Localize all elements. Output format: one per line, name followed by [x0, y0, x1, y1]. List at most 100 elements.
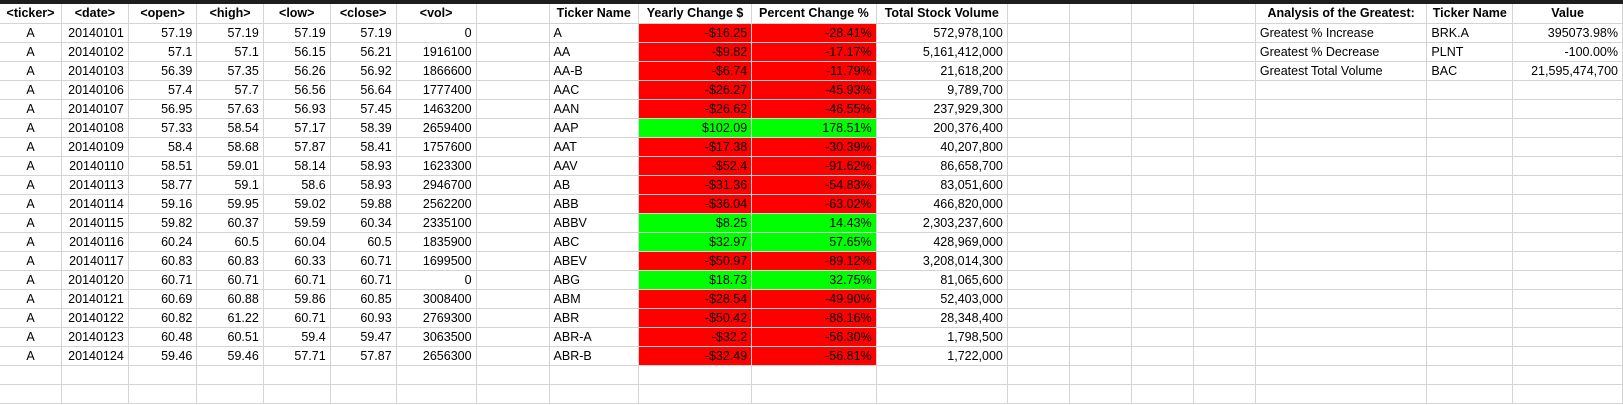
- empty-cell[interactable]: [1193, 118, 1256, 138]
- empty-cell[interactable]: [476, 23, 550, 43]
- raw-data-cell[interactable]: 59.82: [128, 213, 198, 233]
- empty-cell[interactable]: [1193, 80, 1256, 100]
- empty-cell[interactable]: [1131, 251, 1194, 271]
- raw-data-cell[interactable]: 60.04: [263, 232, 331, 252]
- empty-cell[interactable]: [1007, 232, 1070, 252]
- raw-data-cell[interactable]: 57.19: [196, 23, 264, 43]
- empty-cell[interactable]: [476, 61, 550, 81]
- summary-ticker-cell[interactable]: ABG: [549, 270, 639, 290]
- empty-cell[interactable]: [1007, 137, 1070, 157]
- raw-data-cell[interactable]: 57.87: [263, 137, 331, 157]
- empty-cell[interactable]: [1255, 118, 1428, 138]
- raw-header-cell[interactable]: <ticker>: [0, 4, 63, 24]
- empty-cell[interactable]: [1512, 346, 1623, 366]
- summary-ticker-cell[interactable]: AB: [549, 175, 639, 195]
- empty-cell[interactable]: [1512, 365, 1623, 385]
- raw-data-cell[interactable]: 56.56: [263, 80, 331, 100]
- raw-data-cell[interactable]: 60.71: [128, 270, 198, 290]
- empty-cell[interactable]: [1193, 61, 1256, 81]
- empty-cell[interactable]: [1255, 156, 1428, 176]
- empty-cell[interactable]: [1131, 213, 1194, 233]
- empty-cell[interactable]: [1193, 232, 1256, 252]
- raw-data-cell[interactable]: A: [0, 118, 63, 138]
- raw-data-cell[interactable]: 59.46: [128, 346, 198, 366]
- raw-data-cell[interactable]: 56.95: [128, 99, 198, 119]
- empty-cell[interactable]: [1069, 327, 1132, 347]
- summary-volume-cell[interactable]: 40,207,800: [876, 137, 1008, 157]
- raw-data-cell[interactable]: 59.16: [128, 194, 198, 214]
- summary-volume-cell[interactable]: 466,820,000: [876, 194, 1008, 214]
- empty-cell[interactable]: [876, 365, 1008, 385]
- raw-data-cell[interactable]: 60.51: [196, 327, 264, 347]
- empty-cell[interactable]: [1069, 175, 1132, 195]
- raw-data-cell[interactable]: A: [0, 232, 63, 252]
- raw-data-cell[interactable]: 58.39: [330, 118, 397, 138]
- empty-cell[interactable]: [1193, 365, 1256, 385]
- summary-change-cell[interactable]: -$26.62: [638, 99, 753, 119]
- raw-data-cell[interactable]: 58.93: [330, 156, 397, 176]
- summary-volume-cell[interactable]: 52,403,000: [876, 289, 1008, 309]
- raw-data-cell[interactable]: 59.59: [263, 213, 331, 233]
- raw-data-cell[interactable]: 60.83: [128, 251, 198, 271]
- empty-cell[interactable]: [1069, 289, 1132, 309]
- empty-cell[interactable]: [1255, 80, 1428, 100]
- empty-cell[interactable]: [196, 384, 264, 404]
- raw-data-cell[interactable]: 20140115: [61, 213, 129, 233]
- empty-cell[interactable]: [1007, 213, 1070, 233]
- raw-data-cell[interactable]: 57.1: [128, 42, 198, 62]
- raw-data-cell[interactable]: 1777400: [396, 80, 477, 100]
- summary-change-cell[interactable]: -$52.4: [638, 156, 753, 176]
- summary-header-cell[interactable]: Yearly Change $: [638, 4, 753, 24]
- summary-volume-cell[interactable]: 9,789,700: [876, 80, 1008, 100]
- summary-volume-cell[interactable]: 2,303,237,600: [876, 213, 1008, 233]
- empty-cell[interactable]: [1426, 384, 1514, 404]
- raw-data-cell[interactable]: 56.21: [330, 42, 397, 62]
- empty-cell[interactable]: [476, 213, 550, 233]
- raw-data-cell[interactable]: 58.41: [330, 137, 397, 157]
- analysis-label-cell[interactable]: Greatest Total Volume: [1255, 61, 1428, 81]
- empty-cell[interactable]: [1255, 270, 1428, 290]
- analysis-label-cell[interactable]: Greatest % Decrease: [1255, 42, 1428, 62]
- summary-pct-cell[interactable]: -56.30%: [751, 327, 877, 347]
- summary-pct-cell[interactable]: -88.16%: [751, 308, 877, 328]
- empty-cell[interactable]: [1512, 80, 1623, 100]
- raw-data-cell[interactable]: 3063500: [396, 327, 477, 347]
- summary-ticker-cell[interactable]: AA-B: [549, 61, 639, 81]
- summary-ticker-cell[interactable]: ABBV: [549, 213, 639, 233]
- summary-change-cell[interactable]: -$28.54: [638, 289, 753, 309]
- summary-pct-cell[interactable]: -89.12%: [751, 251, 877, 271]
- empty-cell[interactable]: [1193, 99, 1256, 119]
- summary-change-cell[interactable]: $32.97: [638, 232, 753, 252]
- raw-data-cell[interactable]: 60.71: [263, 308, 331, 328]
- raw-data-cell[interactable]: 58.68: [196, 137, 264, 157]
- summary-pct-cell[interactable]: -56.81%: [751, 346, 877, 366]
- raw-data-cell[interactable]: 3008400: [396, 289, 477, 309]
- raw-data-cell[interactable]: 20140114: [61, 194, 129, 214]
- empty-cell[interactable]: [1512, 213, 1623, 233]
- raw-data-cell[interactable]: A: [0, 23, 63, 43]
- empty-cell[interactable]: [128, 365, 198, 385]
- empty-cell[interactable]: [1426, 80, 1514, 100]
- empty-cell[interactable]: [1426, 346, 1514, 366]
- raw-data-cell[interactable]: 20140123: [61, 327, 129, 347]
- empty-cell[interactable]: [1069, 156, 1132, 176]
- raw-data-cell[interactable]: 59.1: [196, 175, 264, 195]
- summary-header-cell[interactable]: Percent Change %: [751, 4, 877, 24]
- raw-data-cell[interactable]: 58.93: [330, 175, 397, 195]
- raw-data-cell[interactable]: 2769300: [396, 308, 477, 328]
- empty-cell[interactable]: [1007, 251, 1070, 271]
- raw-header-cell[interactable]: <close>: [330, 4, 397, 24]
- empty-cell[interactable]: [396, 384, 477, 404]
- empty-cell[interactable]: [1007, 346, 1070, 366]
- raw-data-cell[interactable]: 59.95: [196, 194, 264, 214]
- summary-pct-cell[interactable]: -46.55%: [751, 99, 877, 119]
- empty-cell[interactable]: [1255, 327, 1428, 347]
- empty-cell[interactable]: [1193, 42, 1256, 62]
- raw-data-cell[interactable]: 20140103: [61, 61, 129, 81]
- empty-cell[interactable]: [1255, 365, 1428, 385]
- empty-cell[interactable]: [1069, 4, 1132, 24]
- raw-data-cell[interactable]: 56.92: [330, 61, 397, 81]
- empty-cell[interactable]: [1512, 194, 1623, 214]
- raw-header-cell[interactable]: <low>: [263, 4, 331, 24]
- raw-data-cell[interactable]: 20140107: [61, 99, 129, 119]
